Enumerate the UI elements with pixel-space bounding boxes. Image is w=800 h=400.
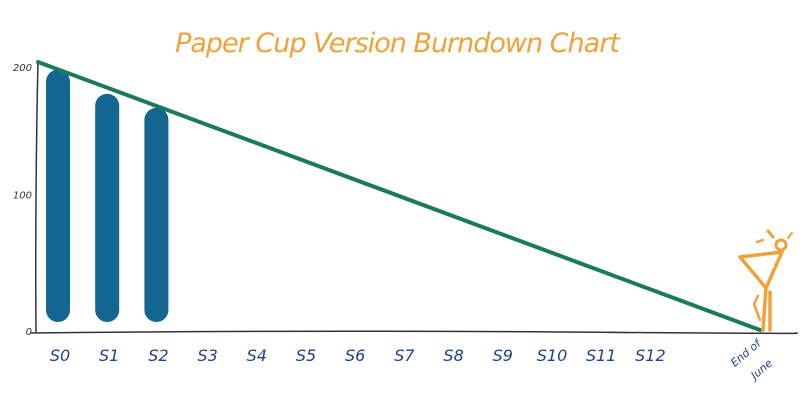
end-of-june-label-line-2: June — [747, 356, 775, 383]
y-tick-label: 0 — [26, 327, 32, 338]
x-tick-labels: S0 S1 S2 S3 S4 S5 S6 S7 S8 S9 S10 S11 S12 — [50, 346, 666, 365]
x-axis-line — [29, 330, 798, 335]
x-tick-label-S7: S7 — [394, 346, 415, 365]
y-tick-label: 200 — [13, 63, 32, 74]
bar-S1 — [95, 93, 120, 323]
y-tick-labels: 0 100 200 — [13, 63, 32, 338]
chart-title: Paper Cup Version Burndown Chart — [175, 28, 621, 59]
x-tick-label-S12: S12 — [635, 346, 666, 365]
bars-layer — [46, 69, 169, 323]
bar-S2 — [144, 107, 169, 322]
x-tick-label-S9: S9 — [493, 346, 513, 365]
y-axis-line — [35, 59, 39, 334]
x-tick-label-S4: S4 — [247, 346, 267, 365]
x-tick-label-S8: S8 — [443, 346, 463, 365]
paper-cup-figure-icon — [738, 229, 793, 332]
x-tick-label-S5: S5 — [296, 346, 316, 365]
ideal-burndown-line — [36, 60, 762, 332]
x-tick-label-S6: S6 — [345, 346, 365, 365]
x-tick-label-S11: S11 — [586, 346, 617, 365]
bar-S0 — [46, 69, 70, 322]
y-tick-label: 100 — [13, 191, 32, 202]
ideal-line-layer — [36, 60, 762, 332]
x-tick-label-S1: S1 — [99, 346, 119, 365]
x-tick-label-S0: S0 — [50, 346, 70, 365]
x-tick-label-S10: S10 — [537, 346, 568, 365]
x-tick-label-S3: S3 — [197, 346, 217, 365]
x-tick-label-S2: S2 — [148, 346, 168, 365]
